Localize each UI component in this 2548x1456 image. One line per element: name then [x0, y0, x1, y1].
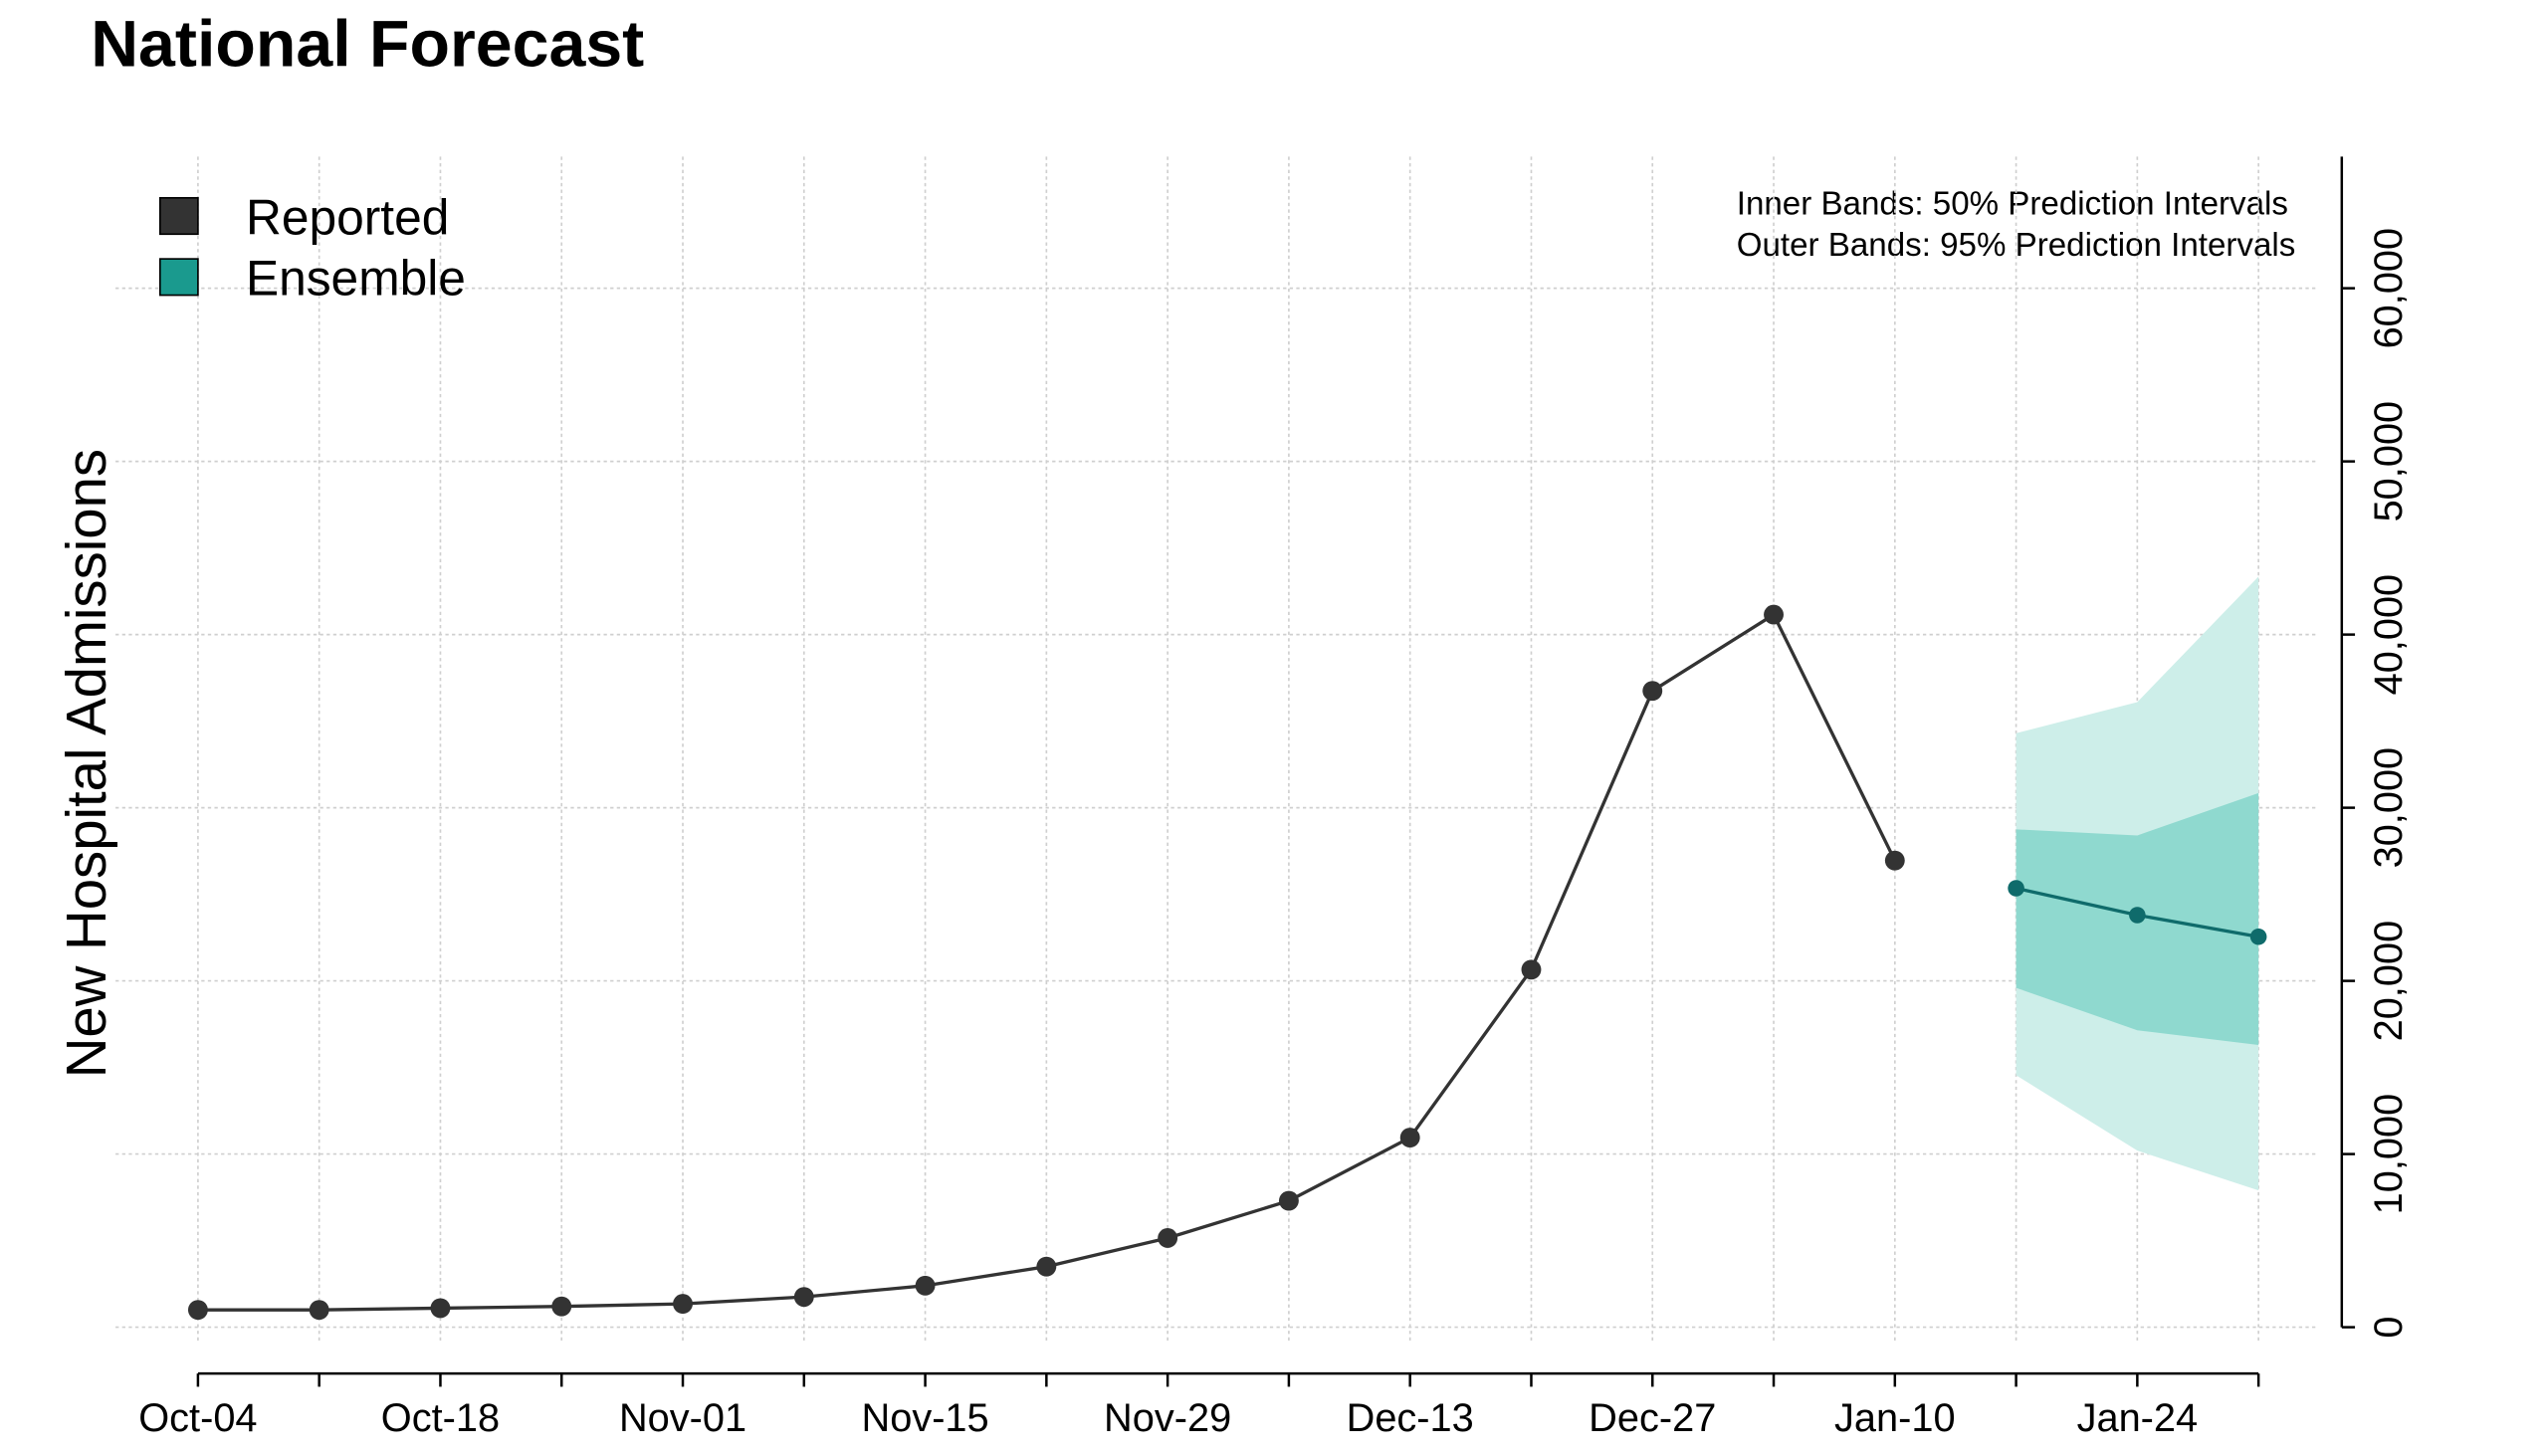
legend-label: Ensemble: [246, 251, 466, 307]
legend-swatch: [158, 258, 199, 297]
y-tick-label: 40,000: [2367, 574, 2411, 696]
data-point: [1642, 681, 1663, 702]
data-point: [1884, 850, 1905, 871]
x-tick-label: Oct-04: [138, 1396, 257, 1440]
y-tick-label: 60,000: [2367, 228, 2411, 349]
data-point: [2129, 907, 2146, 924]
data-point: [551, 1296, 572, 1317]
chart-title: National Forecast: [91, 7, 644, 81]
data-point: [673, 1294, 693, 1315]
data-point: [1764, 604, 1784, 625]
data-point: [1278, 1190, 1299, 1211]
x-tick-label: Dec-27: [1589, 1396, 1716, 1440]
x-tick-label: Dec-13: [1347, 1396, 1474, 1440]
data-point: [430, 1298, 451, 1319]
annotation: Inner Bands: 50% Prediction Intervals: [1737, 185, 2288, 222]
data-point: [187, 1300, 208, 1321]
y-tick-label: 50,000: [2367, 401, 2411, 522]
y-tick-label: 0: [2367, 1317, 2411, 1339]
x-tick-label: Jan-10: [1834, 1396, 1956, 1440]
data-point: [2008, 880, 2024, 897]
x-tick-label: Nov-15: [862, 1396, 989, 1440]
x-tick-label: Oct-18: [381, 1396, 500, 1440]
data-point: [309, 1300, 329, 1321]
data-point: [1399, 1128, 1420, 1148]
y-tick-label: 20,000: [2367, 921, 2411, 1042]
x-tick-label: Jan-24: [2077, 1396, 2199, 1440]
x-tick-label: Nov-01: [619, 1396, 746, 1440]
data-point: [2249, 928, 2267, 945]
data-point: [915, 1275, 936, 1296]
y-axis-label: New Hospital Admissions: [55, 449, 117, 1078]
data-point: [1521, 959, 1542, 980]
legend-swatch: [158, 196, 199, 236]
x-tick-label: Nov-29: [1104, 1396, 1231, 1440]
data-point: [793, 1287, 814, 1308]
data-point: [1036, 1256, 1057, 1277]
legend-label: Reported: [246, 189, 449, 245]
data-point: [1158, 1228, 1178, 1248]
y-tick-label: 10,000: [2367, 1094, 2411, 1215]
y-tick-label: 30,000: [2367, 747, 2411, 869]
